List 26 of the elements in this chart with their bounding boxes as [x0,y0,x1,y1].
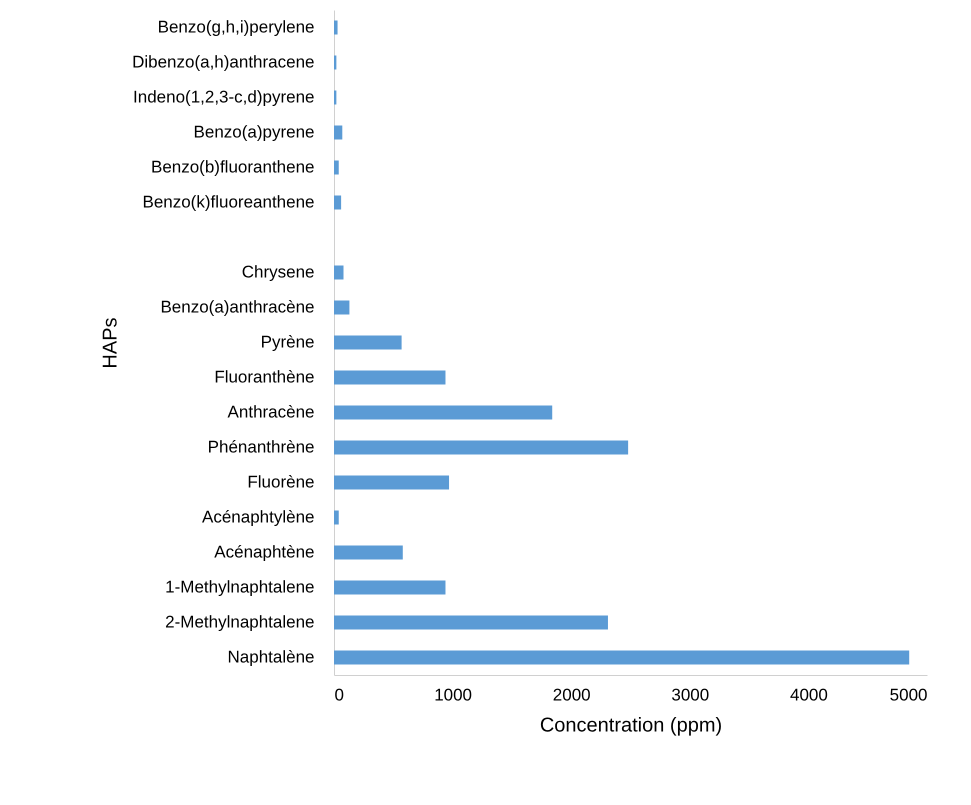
x-tick-label: 0 [334,686,344,704]
y-tick-label: Pyrène [260,332,314,352]
x-tick-label: 2000 [552,686,591,704]
x-tick-label: 4000 [790,686,828,704]
y-tick-label: Fluorène [247,472,314,492]
y-tick-label: Acénaphtylène [202,508,314,526]
y-tick-label: Chrysene [242,262,314,282]
x-tick-label: 3000 [671,686,710,704]
y-tick-label: Indeno(1,2,3-c,d)pyrene [133,88,314,106]
y-tick-label: Acénaphtène [214,542,314,562]
x-axis-title: Concentration (ppm) [540,714,722,736]
x-tick-label: 1000 [434,686,472,704]
y-tick-label: Benzo(a)anthracène [160,298,314,316]
y-tick-label: Anthracène [228,402,314,422]
y-tick-label: Benzo(a)pyrene [194,122,314,142]
y-tick-label: Dibenzo(a,h)anthracene [132,52,314,72]
y-tick-label: Benzo(g,h,i)perylene [158,18,314,36]
y-tick-label: 2-Methylnaphtalene [165,612,314,632]
y-tick-label: Naphtalène [228,648,314,666]
x-tick-label: 5000 [890,686,928,704]
y-tick-label: Phénanthrène [208,438,314,456]
y-tick-label: 1-Methylnaphtalene [165,578,314,596]
y-tick-label: Benzo(b)fluoranthene [150,158,314,176]
y-tick-label: Benzo(k)fluoreanthene [142,192,314,212]
y-tick-label: Fluoranthène [214,368,314,386]
y-axis-title: HAPs [100,317,122,369]
